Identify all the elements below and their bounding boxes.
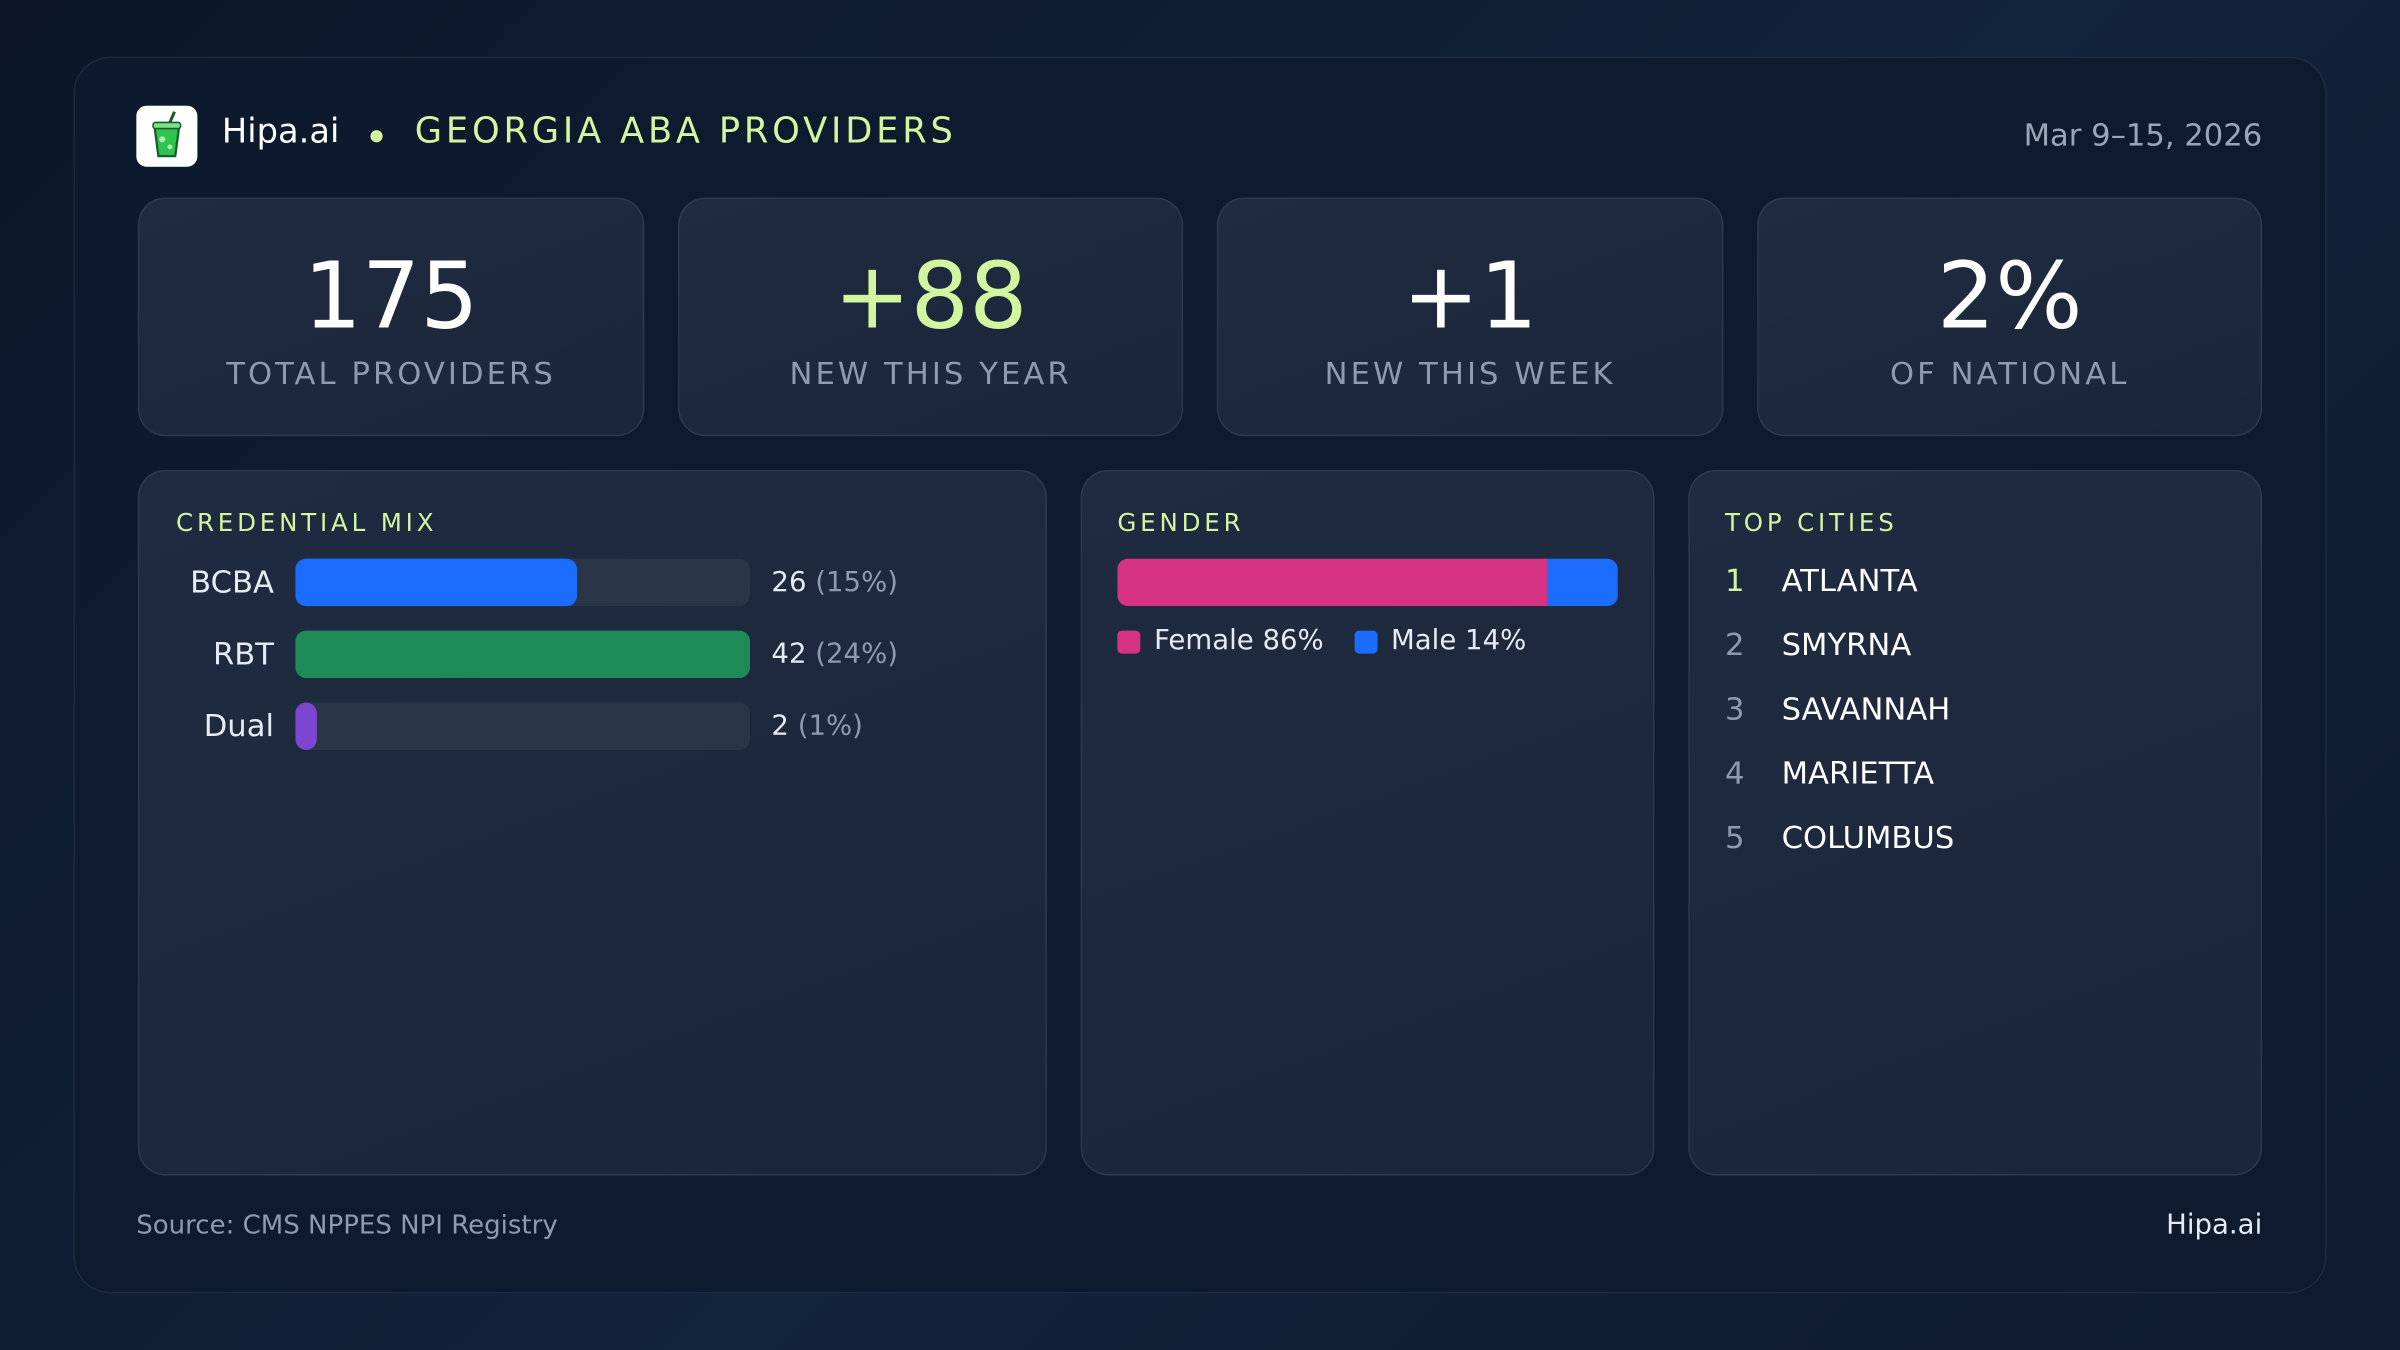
city-rank: 2 (1724, 626, 1745, 663)
section-title: GENDER (1117, 508, 1245, 538)
city-rank: 4 (1724, 754, 1745, 792)
section-title: CREDENTIAL MIX (176, 508, 438, 538)
city-name: SAVANNAH (1781, 690, 1951, 728)
bar-value: 26 (15%) (771, 559, 898, 606)
row-label: BCBA (190, 563, 274, 600)
kpi-card: 175 TOTAL PROVIDERS (137, 197, 645, 437)
city-name: ATLANTA (1781, 561, 1918, 599)
credential-card: CREDENTIAL MIX BCBA 26 (15%) RBT 42 (24%) Du… (137, 469, 1047, 1176)
bar (295, 630, 750, 679)
city-rank: 5 (1724, 818, 1745, 856)
kpi-label: TOTAL PROVIDERS (226, 355, 556, 392)
legend-label: Male 14% (1391, 624, 1527, 657)
bar (295, 702, 318, 750)
count: 42 (771, 638, 807, 671)
share: (15%) (815, 566, 899, 599)
row-label: RBT (212, 635, 274, 672)
bar-value: 42 (24%) (771, 631, 898, 678)
city-name: MARIETTA (1781, 754, 1935, 792)
brand: Hipa.ai (221, 113, 340, 152)
date-range: Mar 9–15, 2026 (2023, 116, 2263, 154)
count: 2 (771, 710, 789, 743)
bar (295, 558, 577, 607)
kpi-card: +1 NEW THIS WEEK (1216, 197, 1724, 437)
share: (24%) (815, 638, 899, 671)
bar-value: 2 (1%) (771, 703, 863, 750)
logo (136, 105, 198, 167)
cities-card: TOP CITIES 1 ATLANTA 2 SMYRNA 3 SAVANNAH 4 MARI… (1688, 469, 2263, 1176)
kpi-card: 2% OF NATIONAL (1757, 197, 2263, 437)
kpi-value: +1 (1402, 243, 1538, 351)
kpi-label: OF NATIONAL (1890, 355, 2130, 392)
legend-swatch (1117, 630, 1141, 654)
section-title: TOP CITIES (1724, 508, 1898, 538)
share: (1%) (797, 710, 863, 743)
legend-swatch (1354, 630, 1378, 654)
city-rank: 3 (1724, 690, 1745, 728)
city-name: COLUMBUS (1781, 818, 1955, 856)
kpi-label: NEW THIS WEEK (1324, 355, 1616, 392)
gender-segment (1547, 558, 1618, 607)
kpi-value: +88 (833, 243, 1028, 351)
city-name: SMYRNA (1781, 626, 1912, 663)
kpi-card: +88 NEW THIS YEAR (678, 197, 1184, 437)
gender-bar (1117, 558, 1618, 607)
city-rank: 1 (1724, 561, 1745, 599)
row-label: Dual (203, 707, 274, 744)
gender-segment (1117, 558, 1548, 607)
count: 26 (771, 566, 807, 599)
legend-label: Female 86% (1154, 624, 1324, 657)
gender-card: GENDER Female 86% Male 14% (1080, 469, 1655, 1176)
kpi-value: 175 (303, 243, 479, 351)
bar-track (295, 702, 750, 750)
dashboard-title: GEORGIA ABA PROVIDERS (414, 111, 957, 152)
source-note: Source: CMS NPPES NPI Registry (136, 1210, 558, 1242)
separator-dot (370, 130, 383, 143)
kpi-label: NEW THIS YEAR (789, 355, 1072, 392)
footer-brand: Hipa.ai (2166, 1209, 2263, 1242)
kpi-value: 2% (1936, 243, 2083, 351)
